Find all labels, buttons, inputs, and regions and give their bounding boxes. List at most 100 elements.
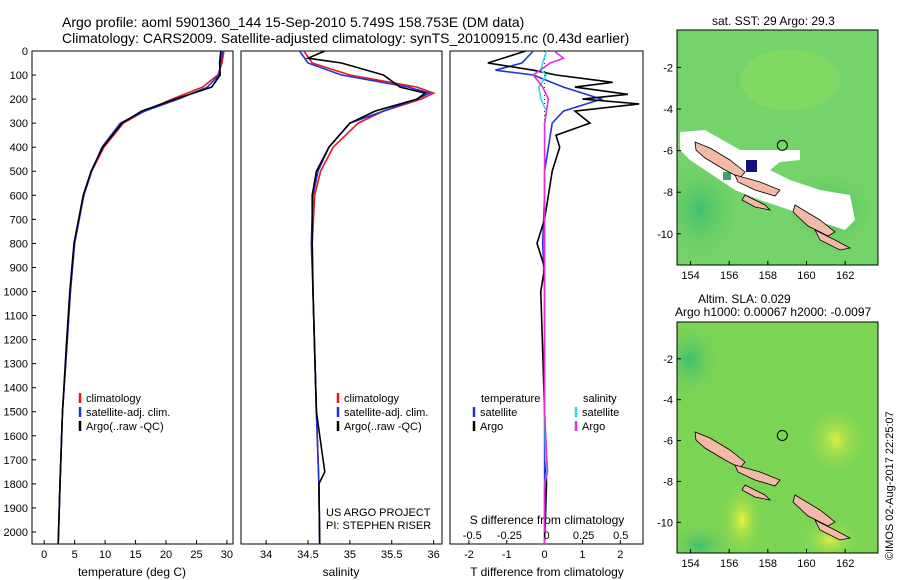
s-difference-label: S difference from climatology (470, 513, 625, 527)
argo-position-marker (776, 139, 788, 151)
lon-tick-label: 158 (759, 270, 777, 282)
lon-tick-label: 162 (836, 270, 854, 282)
legend-label: satellite-adj. clim. (344, 407, 428, 419)
legend-label: satellite-adj. clim. (86, 407, 170, 419)
x-tick-label: 10 (99, 549, 111, 561)
sla-map-frame (676, 321, 879, 554)
island-central (734, 464, 781, 487)
sst-cool-pixel (723, 172, 731, 180)
salinity-x-axis: 34 34.5 35 35.5 36 (260, 540, 440, 561)
island-south-a (741, 194, 772, 211)
legend-label: Argo(..raw -QC) (86, 421, 164, 433)
series-line-temperature-argo (487, 50, 640, 545)
lon-tick-label: 162 (836, 558, 854, 570)
x-tick-label: 25 (190, 549, 202, 561)
sla-map-title: Altim. SLA: 0.029 (698, 292, 791, 306)
x-tick-label: 0 (542, 549, 548, 561)
difference-series (487, 50, 640, 545)
depth-tick-label: 100 (10, 70, 28, 82)
lon-tick-label: 154 (681, 558, 699, 570)
legend-label: climatology (344, 393, 400, 405)
lat-tick-label: -4 (663, 395, 673, 407)
depth-tick-label: 1600 (4, 431, 28, 443)
island-central (734, 174, 781, 197)
cloud-mask (680, 130, 855, 230)
pi-annotation: PI: STEPHEN RISER (326, 520, 431, 532)
island-south-b (792, 204, 836, 237)
lat-tick-label: -8 (663, 476, 673, 488)
temperature-series (57, 50, 225, 545)
x-tick-label: -2 (464, 549, 474, 561)
x-tick-label: 30 (221, 549, 233, 561)
title-line-2: Climatology: CARS2009. Satellite-adjuste… (62, 30, 630, 46)
difference-legend: temperature salinity satellite Argo satellit… (472, 393, 619, 433)
project-annotation: US ARGO PROJECT (326, 507, 431, 519)
depth-tick-label: 1300 (4, 359, 28, 371)
depth-tick-label: 1800 (4, 479, 28, 491)
depth-tick-label: 0 (22, 46, 28, 58)
x-tick-label: 34.5 (297, 549, 318, 561)
depth-tick-label: 1000 (4, 286, 28, 298)
lon-tick-label: 156 (720, 270, 738, 282)
temperature-panel: 0100200300400500600700800900100011001200… (4, 46, 234, 579)
s-difference-tick-label: 0.5 (613, 530, 628, 542)
depth-tick-label: 2000 (4, 527, 28, 539)
salinity-plot-frame (240, 50, 443, 545)
difference-panel: -2 -1 0 1 2 S difference from climatology -0… (449, 50, 644, 579)
s-difference-tick-label: 0.25 (573, 530, 594, 542)
x-tick-label: 1 (579, 549, 585, 561)
depth-tick-label: 400 (10, 142, 28, 154)
x-tick-label: 0 (41, 549, 47, 561)
legend-label: climatology (86, 393, 142, 405)
lat-tick-label: -10 (657, 229, 673, 241)
s-difference-tick-label: -0.5 (463, 530, 482, 542)
t-difference-label: T difference from climatology (470, 565, 624, 579)
salinity-x-label: salinity (323, 565, 360, 579)
depth-tick-label: 300 (10, 118, 28, 130)
sst-map-title: sat. SST: 29 Argo: 29.3 (712, 14, 835, 28)
x-tick-label: 15 (129, 549, 141, 561)
sla-low-anomaly (677, 324, 720, 396)
sst-map-axes: 154 156 158 160 162 -2 -4 -6 -8 -10 (657, 62, 854, 282)
depth-tick-label: 500 (10, 166, 28, 178)
sla-map: 154 156 158 160 162 -2 -4 -6 -8 -10 (657, 321, 879, 570)
s-difference-tick-label: -0.25 (497, 530, 522, 542)
island-south-c (814, 229, 852, 251)
depth-tick-label: 1700 (4, 455, 28, 467)
lat-tick-label: -10 (657, 517, 673, 529)
sla-map-axes: 154 156 158 160 162 -2 -4 -6 -8 -10 (657, 354, 854, 570)
sla-high-anomaly (720, 480, 764, 553)
sst-warm-pixel (746, 160, 757, 172)
temperature-legend: climatology satellite-adj. clim. Argo(..ra… (78, 393, 170, 433)
x-tick-label: 35 (344, 549, 356, 561)
series-line-argo-raw-qc- (305, 50, 428, 545)
salinity-series (298, 50, 436, 545)
temperature-x-label: temperature (deg C) (78, 565, 186, 579)
sla-map-title-2: Argo h1000: 0.00067 h2000: -0.0097 (675, 305, 872, 319)
depth-tick-label: 1500 (4, 407, 28, 419)
sla-high-anomaly (800, 520, 860, 553)
depth-tick-label: 200 (10, 94, 28, 106)
legend-label: Argo(..raw -QC) (344, 421, 422, 433)
legend-label: Argo (582, 421, 605, 433)
x-tick-label: 2 (617, 549, 623, 561)
salinity-legend: climatology satellite-adj. clim. Argo(..ra… (336, 393, 428, 433)
island-south-b (792, 494, 836, 527)
argo-position-marker (776, 429, 788, 441)
legend-label: satellite (582, 407, 619, 419)
lon-tick-label: 160 (797, 558, 815, 570)
depth-tick-label: 900 (10, 262, 28, 274)
sst-patch (740, 50, 840, 110)
title-line-1: Argo profile: aoml 5901360_144 15-Sep-20… (62, 14, 525, 30)
legend-label: Argo (480, 421, 503, 433)
sst-map-frame (676, 29, 879, 266)
lon-tick-label: 160 (797, 270, 815, 282)
lat-tick-label: -2 (663, 354, 673, 366)
salinity-panel: 34 34.5 35 35.5 36 salinity climatology satel… (240, 50, 443, 579)
series-line-argo-raw-qc- (57, 50, 222, 545)
depth-tick-label: 1400 (4, 383, 28, 395)
lat-tick-label: -8 (663, 187, 673, 199)
lon-tick-label: 156 (720, 558, 738, 570)
lat-tick-label: -6 (663, 146, 673, 158)
